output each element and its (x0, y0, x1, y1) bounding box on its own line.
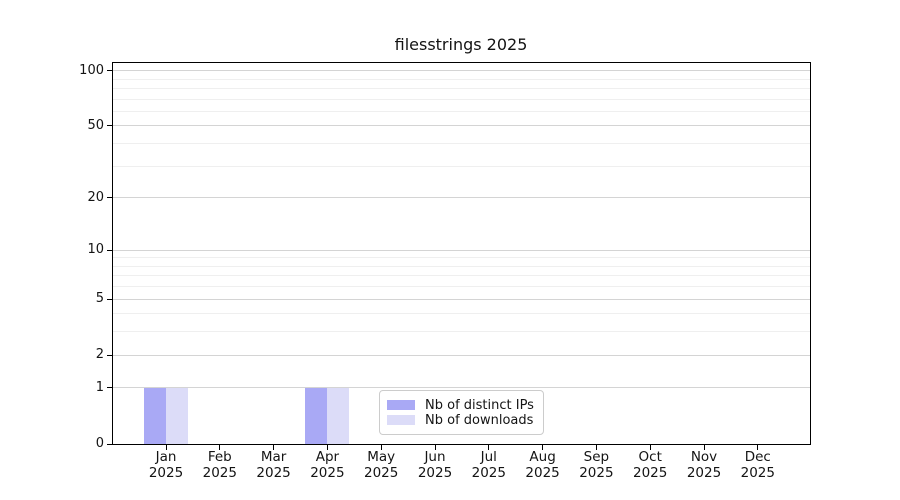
y-tick-label: 5 (95, 291, 104, 307)
gridline-minor (113, 257, 810, 259)
gridline-major (113, 298, 810, 300)
plot-area (112, 62, 811, 445)
bar-nb-of-downloads-apr (327, 387, 350, 444)
y-tick (107, 354, 112, 356)
gridline-major (113, 354, 810, 356)
legend-label: Nb of distinct IPs (425, 397, 534, 413)
x-tick-label: Feb 2025 (202, 449, 237, 481)
y-tick-label: 0 (95, 436, 104, 451)
gridline-major (113, 249, 810, 251)
legend-label: Nb of downloads (425, 412, 534, 428)
x-tick (434, 445, 436, 450)
y-tick-label: 10 (87, 242, 104, 257)
gridline-minor (113, 286, 810, 288)
x-tick (273, 445, 275, 450)
legend-swatch (387, 400, 415, 410)
x-tick-label: Sep 2025 (579, 449, 614, 481)
y-tick (107, 387, 112, 389)
bar-nb-of-distinct-ips-jan (144, 387, 166, 444)
legend-item: Nb of downloads (387, 413, 543, 428)
x-tick-label: Jul 2025 (471, 449, 506, 481)
gridline-major (113, 70, 810, 72)
y-tick (107, 197, 112, 199)
legend: Nb of distinct IPs Nb of downloads (379, 390, 544, 435)
y-tick-label: 2 (95, 347, 104, 363)
gridline-major (113, 197, 810, 199)
bar-nb-of-downloads-jan (166, 387, 188, 444)
x-tick-label: Jan 2025 (148, 449, 184, 481)
x-tick-label: Jun 2025 (417, 449, 453, 481)
legend-swatch (387, 415, 415, 425)
gridline-minor (113, 331, 810, 333)
y-tick-label: 50 (87, 117, 104, 133)
gridline-major (113, 125, 810, 127)
y-tick-label: 1 (95, 379, 104, 395)
gridline-minor (113, 165, 810, 167)
x-tick (165, 445, 167, 450)
y-tick-label: 100 (79, 62, 104, 78)
gridline-minor (113, 87, 810, 89)
x-tick-label: Oct 2025 (633, 449, 668, 481)
x-tick (542, 445, 544, 450)
y-tick (107, 298, 112, 300)
gridline-minor (113, 78, 810, 80)
x-tick (219, 445, 221, 450)
x-tick-label: Apr 2025 (310, 449, 345, 481)
x-tick (380, 445, 382, 450)
x-tick (703, 445, 705, 450)
x-tick-label: Mar 2025 (256, 449, 291, 481)
x-tick (757, 445, 759, 450)
gridline-minor (113, 98, 810, 100)
y-tick (107, 125, 112, 127)
bar-nb-of-distinct-ips-apr (305, 387, 328, 444)
x-tick (595, 445, 597, 450)
legend-item: Nb of distinct IPs (387, 398, 543, 413)
gridline-minor (113, 143, 810, 145)
gridline-minor (113, 275, 810, 277)
gridline-minor (113, 313, 810, 315)
x-tick-label: Nov 2025 (686, 449, 722, 481)
x-tick-label: May 2025 (364, 449, 399, 481)
chart-title: filesstrings 2025 (394, 35, 528, 54)
x-tick-label: Aug 2025 (525, 449, 560, 481)
x-tick (488, 445, 490, 450)
legend-rows: Nb of distinct IPs Nb of downloads (387, 398, 543, 428)
gridline-major (113, 387, 810, 389)
y-tick (107, 443, 112, 445)
x-tick (326, 445, 328, 450)
x-tick (649, 445, 651, 450)
y-tick-label: 20 (87, 189, 104, 205)
gridline-minor (113, 110, 810, 112)
y-tick (107, 249, 112, 251)
y-tick (107, 70, 112, 72)
gridline-minor (113, 265, 810, 267)
x-tick-label: Dec 2025 (740, 449, 775, 481)
